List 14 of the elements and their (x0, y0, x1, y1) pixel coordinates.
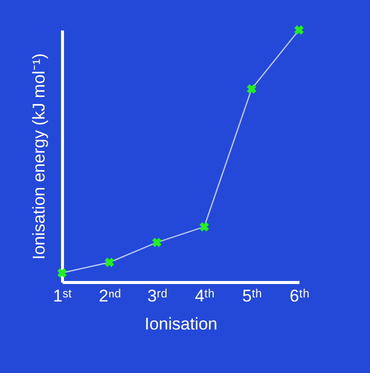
x-tick-label: 4ᵗʰ (194, 286, 215, 306)
x-axis-title: Ionisation (144, 314, 218, 334)
point (294, 25, 304, 35)
point (200, 222, 209, 232)
x-tick-label: 6ᵗʰ (290, 286, 310, 306)
x-tick-label: 3ʳᵈ (147, 286, 168, 306)
point (104, 258, 114, 268)
point (152, 238, 162, 248)
x-tick-label: 1ˢᵗ (53, 286, 72, 306)
x-tick-label: 5ᵗʰ (242, 286, 262, 306)
point (246, 84, 256, 94)
point (57, 268, 67, 278)
x-tick-label: 2ⁿᵈ (98, 286, 121, 306)
y-axis-title: Ionisation energy (kJ mol⁻¹) (30, 53, 48, 260)
